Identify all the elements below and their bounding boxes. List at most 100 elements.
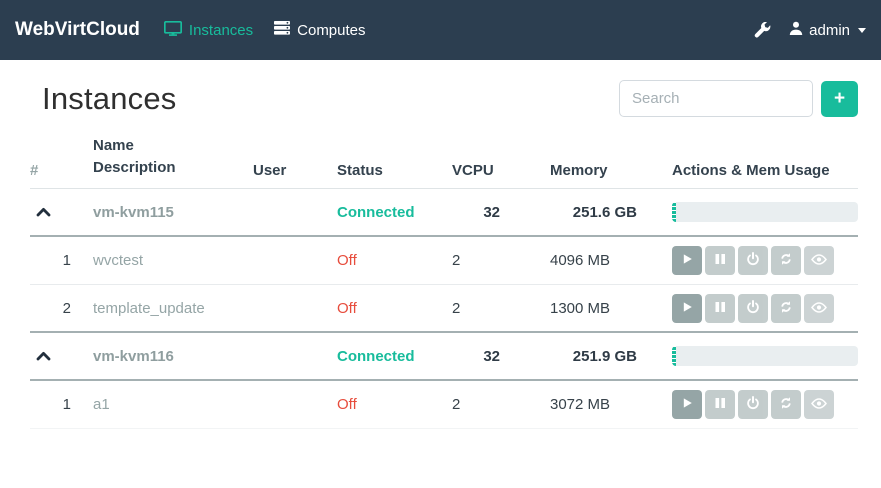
vm-index: 1 [62, 396, 71, 413]
play-button[interactable] [672, 293, 702, 323]
refresh-button [771, 246, 801, 275]
play-button[interactable] [672, 246, 702, 275]
power-button [738, 246, 768, 275]
host-row: vm-kvm115 Connected 32 251.6 GB [30, 189, 858, 237]
name-cell: a1 [93, 396, 253, 413]
instances-table: # Name Description User Status VCPU Memo… [30, 135, 858, 429]
refresh-button [771, 390, 801, 419]
user-name: admin [809, 21, 850, 39]
vm-vcpu: 2 [452, 396, 461, 413]
header-actions: Actions & Mem Usage [672, 162, 830, 179]
host-memory: 251.6 GB [572, 203, 637, 221]
host-status: Connected [337, 203, 415, 221]
pause-button [705, 390, 735, 419]
vm-status: Off [337, 396, 357, 413]
vm-name-link[interactable]: template_update [93, 299, 205, 317]
header-description: Description [93, 159, 176, 176]
refresh-icon [779, 300, 793, 317]
vm-index: 1 [62, 252, 71, 269]
chevron-down-icon [858, 27, 866, 33]
hash-cell [30, 351, 93, 361]
play-button[interactable] [672, 390, 702, 419]
host-name-link[interactable]: vm-kvm116 [93, 347, 174, 365]
name-cell: wvctest [93, 252, 253, 269]
power-icon [746, 299, 760, 317]
vm-status: Off [337, 252, 357, 269]
table-body: vm-kvm115 Connected 32 251.6 GB 1 wvctest Off 2… [30, 189, 858, 429]
host-row: vm-kvm116 Connected 32 251.9 GB [30, 333, 858, 381]
monitor-icon [163, 20, 182, 40]
vm-actions-cell [672, 246, 858, 275]
eye-button [804, 246, 834, 275]
mem-usage-fill [672, 202, 676, 222]
top-navbar: WebVirtCloud Instances Computes admin [0, 0, 881, 60]
play-icon [681, 397, 693, 412]
mem-usage-fill [672, 346, 676, 366]
vm-memory: 3072 MB [550, 396, 611, 413]
mem-usage-bar [672, 346, 858, 366]
vm-index: 2 [62, 299, 71, 317]
power-button [738, 293, 768, 323]
header-user: User [253, 162, 287, 179]
play-icon [681, 301, 693, 316]
eye-icon [811, 301, 827, 316]
vm-actions-cell [672, 390, 858, 419]
navbar-right: admin [754, 21, 866, 39]
host-status: Connected [337, 347, 415, 365]
user-menu[interactable]: admin [789, 21, 866, 39]
user-icon [789, 21, 803, 39]
pause-button [705, 293, 735, 323]
refresh-icon [779, 396, 793, 413]
nav-item-instances[interactable]: Instances [163, 20, 254, 40]
nav-item-computes[interactable]: Computes [274, 21, 366, 39]
power-icon [746, 252, 760, 269]
collapse-chevron-up-icon[interactable] [36, 207, 51, 217]
vm-memory: 1300 MB [550, 299, 611, 317]
vm-vcpu: 2 [452, 299, 461, 317]
play-icon [681, 253, 693, 268]
header-name: Name [93, 137, 134, 154]
eye-button [804, 390, 834, 419]
host-name-link[interactable]: vm-kvm115 [93, 203, 174, 221]
vm-status: Off [337, 299, 357, 317]
vm-name-link[interactable]: wvctest [93, 252, 144, 269]
vm-row: 1 a1 Off 2 3072 MB [30, 381, 858, 429]
brand-logo[interactable]: WebVirtCloud [15, 19, 140, 40]
name-cell: template_update [93, 300, 253, 317]
header-status: Status [337, 162, 383, 179]
name-cell: vm-kvm115 [93, 204, 253, 221]
collapse-chevron-up-icon[interactable] [36, 351, 51, 361]
mem-usage-cell [672, 346, 858, 366]
pause-icon [715, 253, 726, 268]
vm-row: 2 template_update Off 2 1300 MB [30, 285, 858, 333]
hash-cell [30, 207, 93, 217]
name-cell: vm-kvm116 [93, 348, 253, 365]
eye-button [804, 293, 834, 323]
eye-icon [811, 253, 827, 268]
host-vcpu: 32 [483, 203, 500, 221]
main-content: Instances + # Name Description User Stat… [0, 80, 881, 429]
header-name-description: Name Description [93, 135, 253, 179]
vm-vcpu: 2 [452, 252, 461, 269]
vm-memory: 4096 MB [550, 252, 611, 269]
wrench-icon[interactable] [754, 21, 771, 39]
nav-item-label: Instances [188, 21, 254, 39]
pause-icon [715, 397, 726, 412]
nav-item-label: Computes [297, 21, 366, 39]
pause-button [705, 246, 735, 275]
host-memory: 251.9 GB [572, 347, 637, 365]
vm-actions-cell [672, 293, 858, 323]
power-icon [746, 396, 760, 413]
search-input[interactable] [619, 80, 813, 117]
server-icon [274, 21, 291, 39]
refresh-button [771, 293, 801, 323]
power-button [738, 390, 768, 419]
refresh-icon [779, 252, 793, 269]
vm-name-link[interactable]: a1 [93, 396, 110, 413]
eye-icon [811, 397, 827, 412]
add-instance-button[interactable]: + [821, 80, 858, 117]
vm-row: 1 wvctest Off 2 4096 MB [30, 237, 858, 285]
page-title: Instances [42, 80, 177, 116]
host-vcpu: 32 [483, 347, 500, 365]
header-hash: # [30, 162, 39, 179]
